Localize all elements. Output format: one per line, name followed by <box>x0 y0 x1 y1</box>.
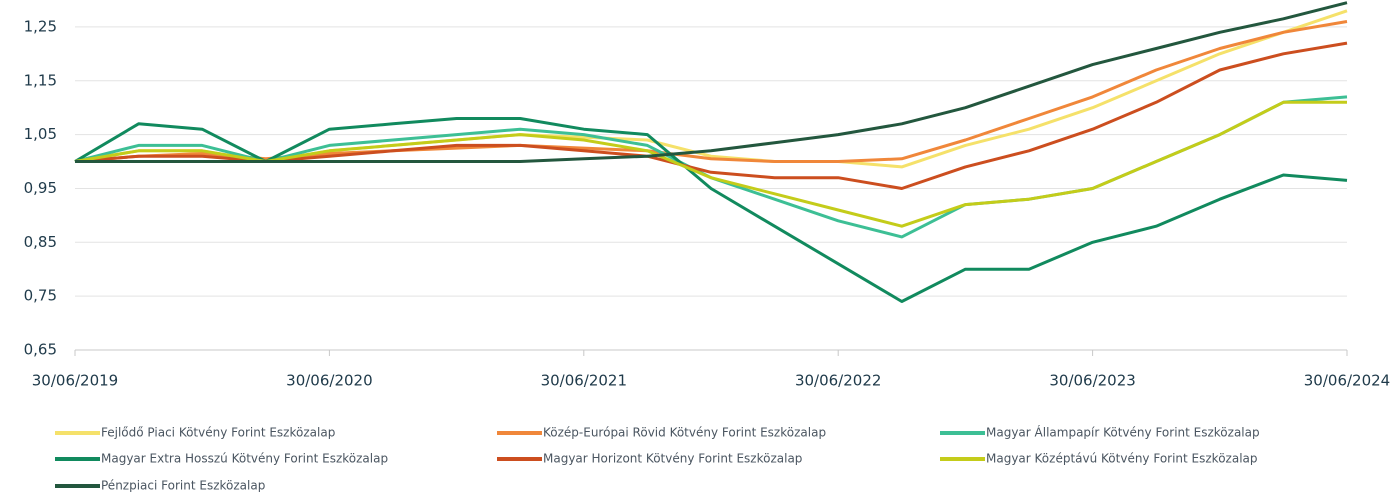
series-line <box>74 20 1348 163</box>
series-line <box>74 41 1348 190</box>
y-tick-label: 0,95 <box>24 179 57 197</box>
y-tick-label: 1,15 <box>24 71 57 89</box>
legend-label: Fejlődő Piaci Kötvény Forint Eszközalap <box>101 426 335 440</box>
y-tick-label: 0,85 <box>24 233 57 251</box>
legend-label: Magyar Középtávú Kötvény Forint Eszközal… <box>986 452 1258 466</box>
legend-label: Magyar Állampapír Kötvény Forint Eszköza… <box>986 425 1260 440</box>
x-tick-label: 30/06/2019 <box>32 372 118 390</box>
x-tick-label: 30/06/2021 <box>541 372 627 390</box>
y-tick-label: 1,25 <box>24 17 57 35</box>
y-tick-label: 0,75 <box>24 287 57 305</box>
x-tick-label: 30/06/2023 <box>1049 372 1135 390</box>
legend-label: Magyar Extra Hosszú Kötvény Forint Eszkö… <box>101 452 388 466</box>
legend-label: Közép-Európai Rövid Kötvény Forint Eszkö… <box>543 426 826 440</box>
x-tick-label: 30/06/2020 <box>286 372 372 390</box>
legend-label: Pénzpiaci Forint Eszközalap <box>101 479 265 493</box>
x-tick-label: 30/06/2024 <box>1304 372 1390 390</box>
series-line <box>74 117 1348 303</box>
series-line <box>75 1 1348 163</box>
legend-label: Magyar Horizont Kötvény Forint Eszközala… <box>543 452 802 466</box>
y-tick-label: 1,05 <box>24 125 57 143</box>
x-tick-label: 30/06/2022 <box>795 372 881 390</box>
y-tick-label: 0,65 <box>24 341 57 359</box>
series-line <box>74 9 1348 169</box>
series-line <box>74 95 1348 239</box>
series-line <box>74 100 1347 228</box>
